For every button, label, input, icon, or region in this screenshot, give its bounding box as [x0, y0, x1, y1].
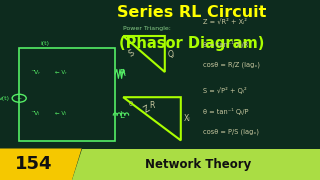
Text: Qₗ: Qₗ	[167, 50, 175, 59]
Text: θ: θ	[129, 101, 133, 107]
Text: Z = √R² + Xₗ²: Z = √R² + Xₗ²	[203, 19, 247, 25]
Text: Network Theory: Network Theory	[145, 158, 252, 171]
Bar	[19, 48, 115, 141]
Text: (Phasor Diagram): (Phasor Diagram)	[119, 36, 265, 51]
Text: i(t): i(t)	[40, 41, 49, 46]
Text: Z: Z	[142, 104, 152, 114]
Text: L: L	[119, 111, 124, 120]
Text: cosθ = R/Z (lagₓ): cosθ = R/Z (lagₓ)	[203, 62, 260, 68]
Text: 154: 154	[15, 155, 52, 173]
Text: ← Vₗ: ← Vₗ	[55, 111, 66, 116]
Text: R: R	[119, 69, 125, 78]
Polygon shape	[0, 148, 82, 180]
Text: θ = tan⁻¹ Qₗ/P: θ = tan⁻¹ Qₗ/P	[203, 108, 249, 115]
Text: ̅Vₗ: ̅Vₗ	[34, 111, 39, 116]
Text: ̅Vᵣ: ̅Vᵣ	[34, 69, 40, 75]
Text: Series RL Circuit: Series RL Circuit	[117, 5, 267, 20]
Text: ~: ~	[17, 96, 22, 101]
Text: R: R	[149, 101, 155, 110]
Polygon shape	[72, 148, 320, 180]
Text: v(t): v(t)	[0, 96, 10, 101]
Text: S: S	[127, 49, 136, 59]
Text: Xₗ: Xₗ	[184, 114, 191, 123]
Text: ← Vᵣ: ← Vᵣ	[55, 69, 67, 75]
Text: Power Triangle:: Power Triangle:	[123, 26, 171, 31]
Text: θ = tan⁻¹ Xₗ/R: θ = tan⁻¹ Xₗ/R	[203, 42, 249, 48]
Text: S = √P² + Qₗ²: S = √P² + Qₗ²	[203, 87, 247, 93]
Text: cosθ = P/S (lagₓ): cosθ = P/S (lagₓ)	[203, 128, 259, 135]
